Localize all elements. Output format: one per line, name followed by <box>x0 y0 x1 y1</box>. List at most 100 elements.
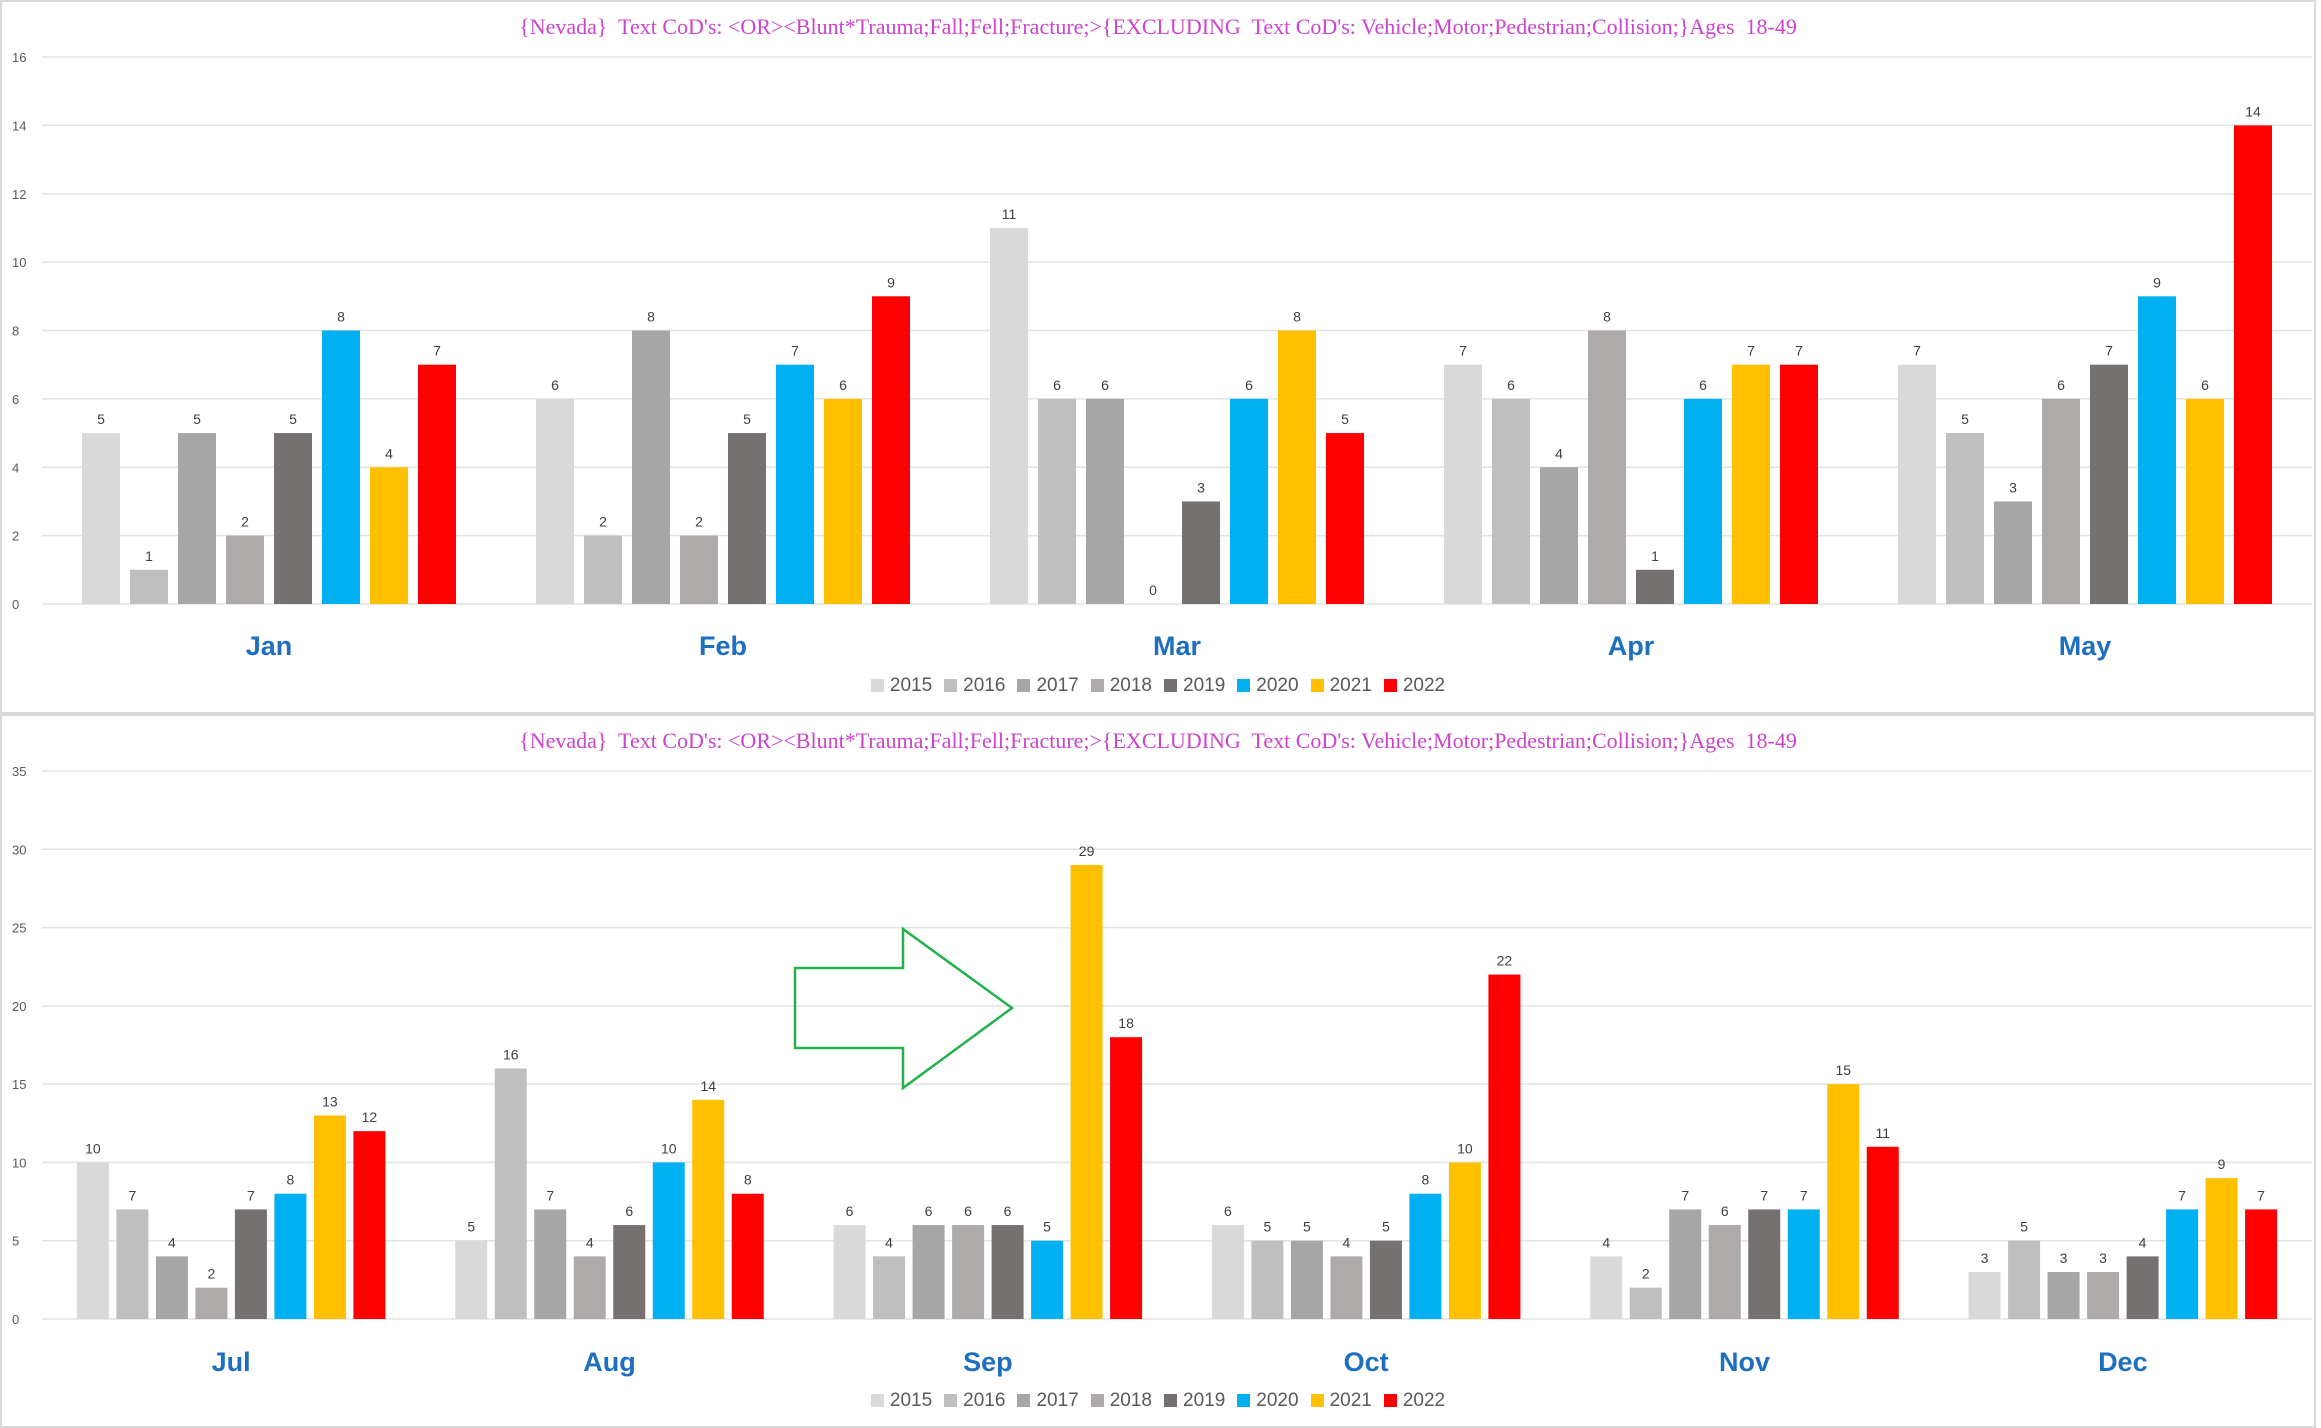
bar-jul-2020 <box>274 1193 307 1319</box>
legend-label: 2015 <box>889 1390 933 1411</box>
y-tick-label: 5 <box>12 1234 19 1249</box>
data-label: 6 <box>1699 377 1707 393</box>
data-label: 5 <box>2020 1219 2028 1235</box>
data-label: 4 <box>1555 445 1563 461</box>
data-label: 7 <box>546 1187 554 1203</box>
bar-apr-2015 <box>1444 364 1482 604</box>
bar-nov-2015 <box>1590 1256 1623 1319</box>
y-tick-label: 4 <box>12 460 19 475</box>
legend-label: 2022 <box>1402 1390 1446 1411</box>
y-tick-label: 16 <box>12 50 26 65</box>
y-tick-label: 6 <box>12 392 19 407</box>
legend-swatch <box>870 679 884 692</box>
data-label: 8 <box>1293 309 1301 325</box>
data-label: 6 <box>964 1203 972 1219</box>
chart-legend: 2015 2016 2017 2018 2019 2020 2021 2022 <box>2 675 2314 697</box>
legend-label: 2019 <box>1183 1390 1226 1411</box>
data-label: 9 <box>887 274 895 290</box>
bar-jan-2016 <box>130 569 168 604</box>
category-label: Nov <box>1719 1347 1770 1377</box>
legend-item-2021: 2021 <box>1310 675 1372 697</box>
bar-feb-2021 <box>824 398 862 604</box>
chart-panel-top: {Nevada} Text CoD's: <OR><Blunt*Trauma;F… <box>0 0 2316 714</box>
data-label: 8 <box>337 309 345 325</box>
data-label: 6 <box>1245 377 1253 393</box>
legend-item-2017: 2017 <box>1017 1390 1079 1412</box>
bar-mar-2019 <box>1182 501 1220 604</box>
bar-sep-2019 <box>991 1225 1024 1319</box>
bar-dec-2022 <box>2245 1209 2278 1319</box>
data-label: 6 <box>925 1203 933 1219</box>
bar-jul-2016 <box>116 1209 149 1319</box>
y-tick-label: 0 <box>12 597 19 612</box>
legend-swatch <box>1164 1394 1177 1407</box>
bar-nov-2020 <box>1787 1209 1820 1319</box>
data-label: 5 <box>1303 1219 1311 1235</box>
bar-may-2019 <box>2090 364 2128 604</box>
legend-item-2020: 2020 <box>1237 675 1299 697</box>
data-label: 7 <box>2178 1187 2186 1203</box>
legend-item-2019: 2019 <box>1164 1390 1225 1412</box>
data-label: 7 <box>1795 343 1803 359</box>
legend-swatch <box>1310 1394 1324 1407</box>
legend-label: 2016 <box>963 675 1006 696</box>
category-label: May <box>2059 631 2112 661</box>
bar-feb-2017 <box>632 330 670 604</box>
legend-label: 2018 <box>1109 1390 1152 1411</box>
data-label: 6 <box>2201 377 2209 393</box>
data-label: 5 <box>1382 1219 1390 1235</box>
legend-swatch <box>1310 679 1324 692</box>
bar-jan-2019 <box>274 433 312 604</box>
data-label: 3 <box>2060 1250 2068 1266</box>
data-label: 8 <box>287 1172 295 1188</box>
bar-apr-2017 <box>1540 467 1578 604</box>
bar-apr-2016 <box>1492 398 1530 604</box>
y-tick-label: 2 <box>12 529 19 544</box>
category-label: Jan <box>246 631 293 661</box>
legend-label: 2017 <box>1036 675 1079 696</box>
data-label: 6 <box>1721 1203 1729 1219</box>
bar-feb-2022 <box>872 296 910 604</box>
data-label: 4 <box>1343 1234 1351 1250</box>
legend-swatch <box>1017 679 1031 692</box>
chart-panel-bottom: {Nevada} Text CoD's: <OR><Blunt*Trauma;F… <box>0 714 2316 1428</box>
data-label: 2 <box>599 514 607 530</box>
data-label: 7 <box>2257 1187 2265 1203</box>
y-tick-label: 25 <box>12 921 26 936</box>
data-label: 29 <box>1079 843 1095 859</box>
data-label: 11 <box>1002 206 1017 222</box>
data-label: 5 <box>1264 1219 1272 1235</box>
bar-sep-2018 <box>952 1225 985 1319</box>
data-label: 4 <box>385 445 393 461</box>
data-label: 6 <box>846 1203 854 1219</box>
data-label: 3 <box>2099 1250 2107 1266</box>
bar-may-2018 <box>2042 398 2080 604</box>
bar-dec-2018 <box>2087 1272 2120 1319</box>
legend-label: 2016 <box>963 1390 1006 1411</box>
data-label: 10 <box>1457 1140 1473 1156</box>
data-label: 5 <box>1341 411 1349 427</box>
data-label: 2 <box>241 514 249 530</box>
data-label: 5 <box>1961 411 1969 427</box>
data-label: 13 <box>322 1093 338 1109</box>
legend-swatch <box>1237 679 1251 692</box>
data-label: 8 <box>1603 309 1611 325</box>
y-tick-label: 8 <box>12 324 19 339</box>
data-label: 7 <box>2105 343 2113 359</box>
bar-chart-bottom: 0510152025303510742781312Jul51674610148A… <box>12 764 2312 1377</box>
data-label: 6 <box>625 1203 633 1219</box>
bar-sep-2021 <box>1070 864 1103 1319</box>
y-tick-label: 14 <box>12 118 26 133</box>
bar-nov-2016 <box>1629 1287 1662 1319</box>
annotation-arrow-icon <box>793 926 1015 1091</box>
data-label: 9 <box>2218 1156 2226 1172</box>
bar-aug-2019 <box>613 1225 646 1319</box>
y-tick-label: 30 <box>12 842 26 857</box>
legend-label: 2019 <box>1183 675 1226 696</box>
bar-mar-2021 <box>1278 330 1316 604</box>
bar-may-2017 <box>1994 501 2032 604</box>
legend-swatch <box>1383 1394 1397 1407</box>
data-label: 7 <box>1747 343 1755 359</box>
bar-oct-2015 <box>1211 1225 1244 1319</box>
category-label: Sep <box>963 1347 1013 1377</box>
